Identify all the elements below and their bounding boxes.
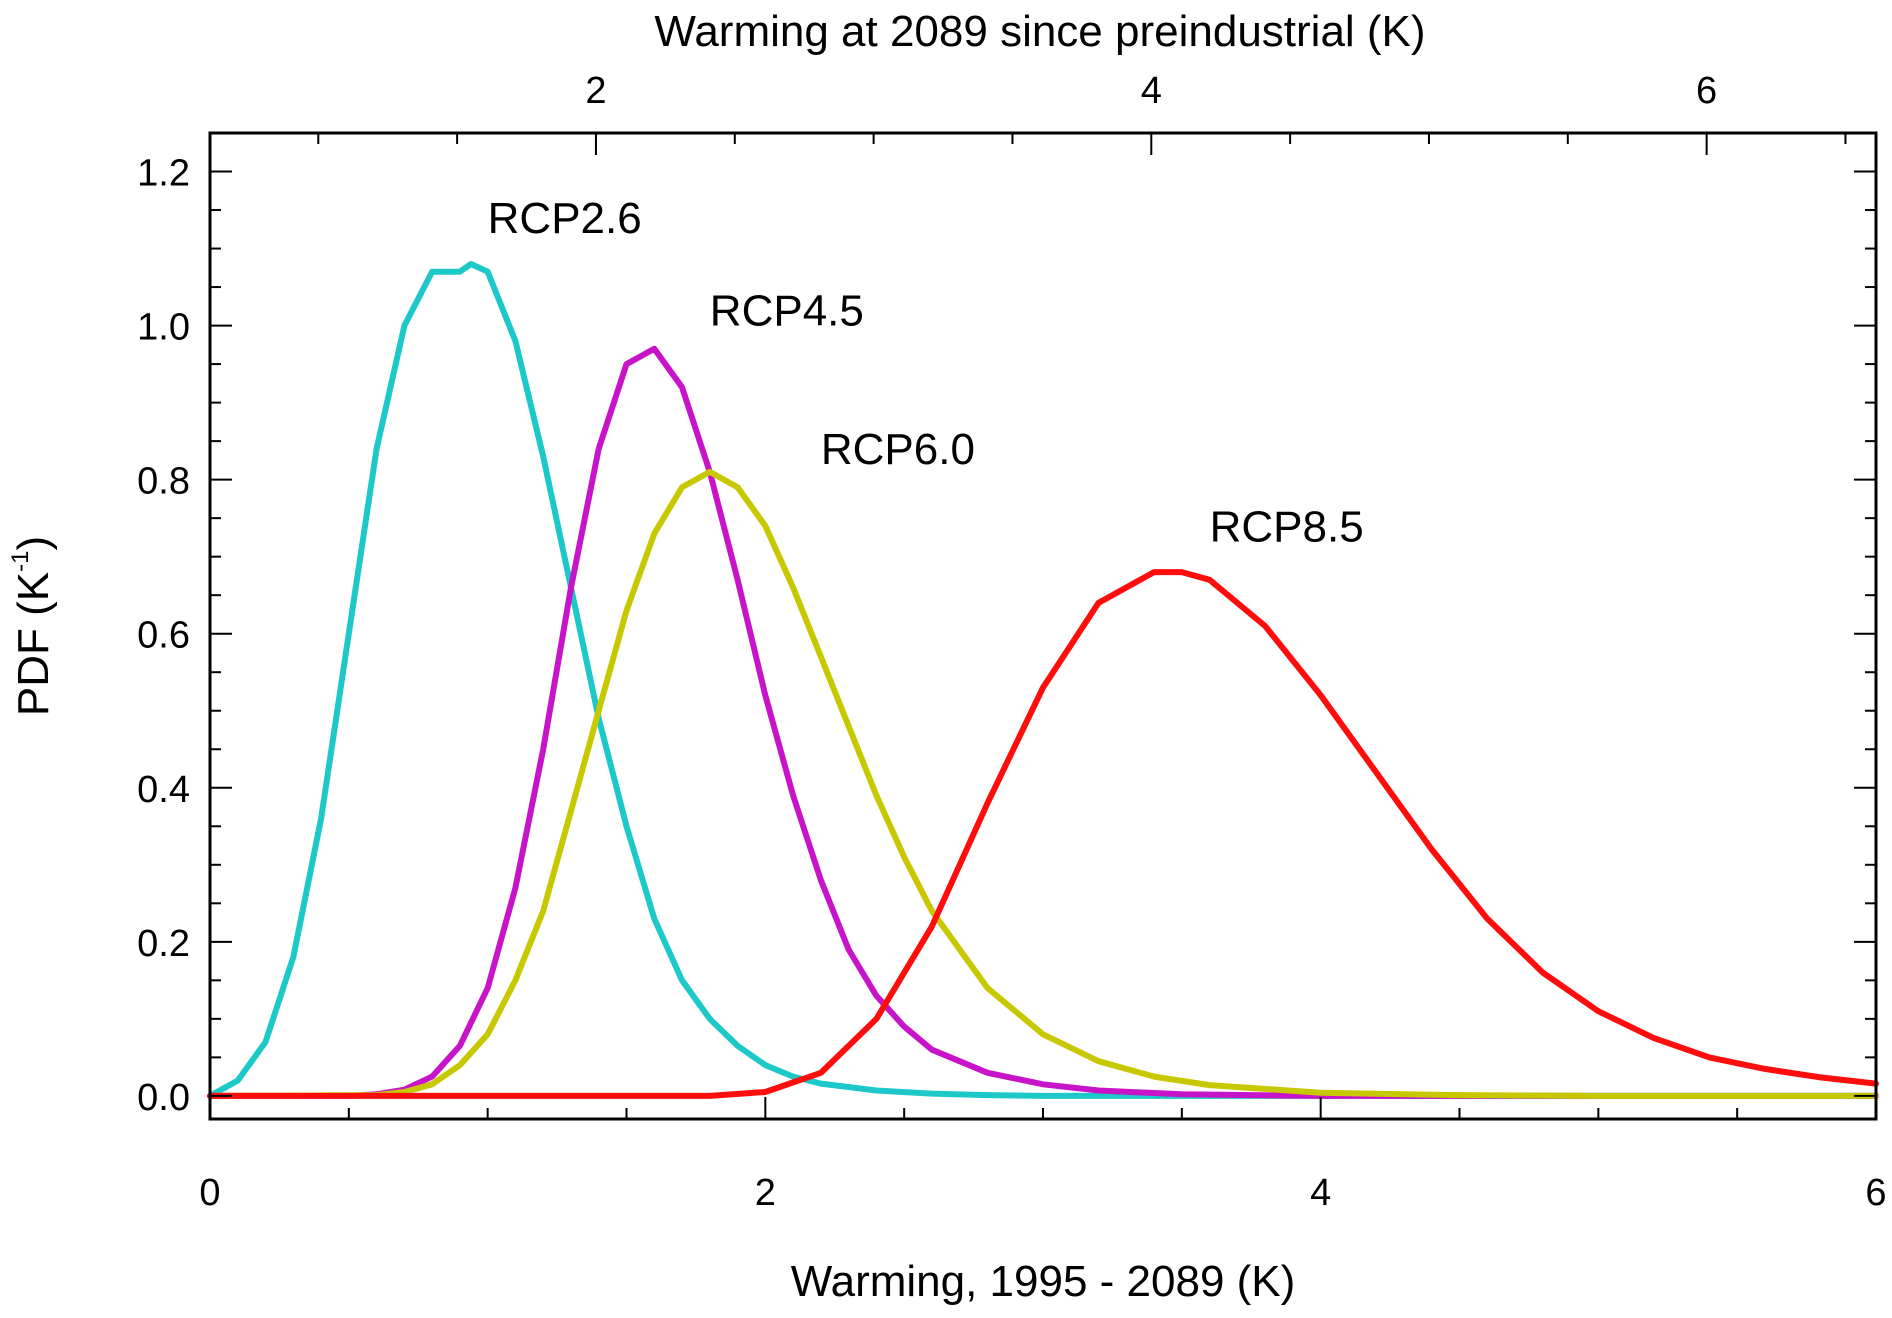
series-label-rcp60: RCP6.0 [821,425,975,474]
series-label-rcp26: RCP2.6 [488,194,642,243]
series-label-rcp85: RCP8.5 [1210,502,1364,551]
y-tick-label: 1.2 [137,153,190,195]
series-line-rcp45 [207,345,1879,1099]
top-tick-label: 6 [1696,70,1717,112]
y-tick-label: 0.8 [137,461,190,503]
series-label-rcp45: RCP4.5 [710,287,864,336]
series-line-rcp85 [207,569,1879,1099]
top-axis-title: Warming at 2089 since preindustrial (K) [654,7,1425,56]
x-axis-title: Warming, 1995 - 2089 (K) [791,1257,1296,1306]
curves-layer [207,261,1879,1099]
x-tick-label: 0 [199,1172,220,1214]
y-axis-title-main: PDF (K [9,572,58,716]
y-tick-label: 1.0 [137,307,190,349]
top-tick-label: 4 [1141,70,1162,112]
x-tick-label: 4 [1310,1172,1331,1214]
y-tick-label: 0.0 [137,1077,190,1119]
y-axis-title-close: ) [9,536,58,551]
top-tick-label: 2 [585,70,606,112]
y-axis-title-superscript: -1 [7,551,34,572]
series-line-rcp60 [207,468,1879,1099]
y-tick-label: 0.6 [137,615,190,657]
y-axis-title: PDF (K-1) [7,536,58,716]
labels-layer: 0 2 4 6 2 4 6 0.0 0.2 0.4 0.6 0.8 1.0 1.2 RCP2.6 RCP4.5… [137,70,1886,1214]
series-line-rcp26 [207,261,1879,1099]
x-tick-label: 2 [755,1172,776,1214]
ticks-layer [209,132,1877,1119]
x-tick-label: 6 [1865,1172,1886,1214]
y-tick-label: 0.4 [137,769,190,811]
y-tick-label: 0.2 [137,923,190,965]
plot-frame [208,131,1878,1121]
